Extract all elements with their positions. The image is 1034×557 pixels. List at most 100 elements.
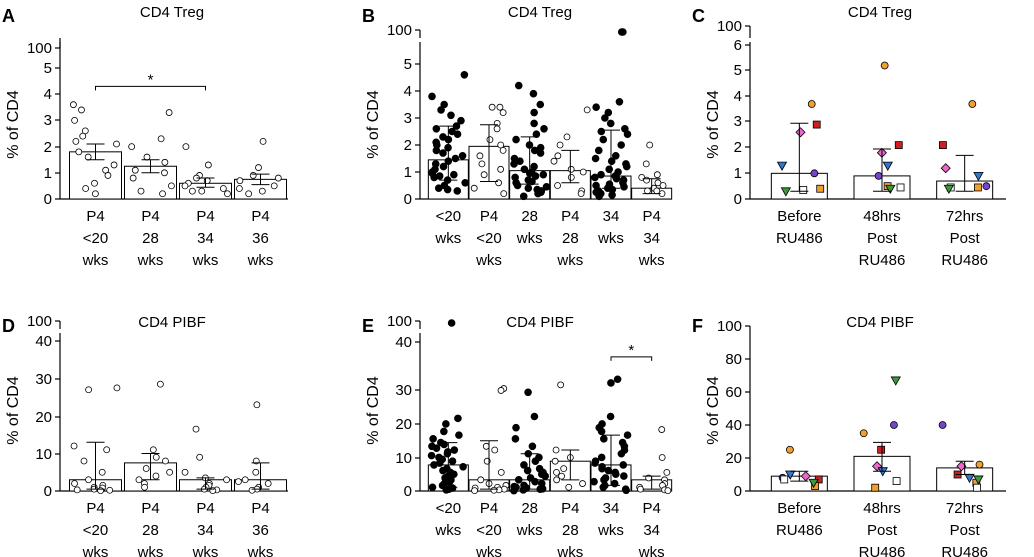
data-point — [982, 182, 991, 191]
x-tick-label: wks — [137, 252, 164, 269]
data-point — [252, 468, 260, 476]
y-tick-label: 40 — [395, 334, 412, 351]
data-point — [663, 468, 671, 476]
data-point — [434, 184, 443, 193]
data-point — [871, 483, 880, 492]
y-tick-label: 100 — [27, 313, 52, 330]
data-point — [786, 445, 794, 454]
data-point — [135, 476, 143, 484]
x-tick-label: Post — [950, 230, 981, 247]
data-point — [611, 152, 620, 160]
data-point — [104, 172, 112, 179]
data-point — [551, 457, 559, 465]
y-tick-label: 0 — [404, 191, 412, 208]
x-tick-label: 72hrs — [946, 500, 984, 517]
x-tick-label: P4 — [141, 500, 159, 517]
data-point — [604, 108, 613, 117]
data-point — [606, 119, 615, 128]
data-point — [637, 485, 644, 493]
panel-label: E — [362, 316, 374, 336]
y-tick-label: 0 — [404, 483, 412, 500]
data-point — [528, 442, 537, 451]
data-point — [646, 141, 654, 149]
data-point — [98, 468, 106, 476]
data-point — [622, 162, 631, 171]
data-point — [497, 468, 505, 476]
data-point — [536, 149, 545, 157]
data-point — [594, 146, 603, 155]
data-point — [182, 143, 190, 151]
x-tick-label: P4 — [561, 208, 579, 225]
data-point — [550, 157, 558, 165]
data-point — [973, 475, 984, 485]
data-point — [78, 106, 85, 114]
x-tick-label: 28 — [562, 522, 579, 539]
x-tick-label: 28 — [142, 522, 159, 539]
data-point — [80, 457, 88, 465]
data-point — [620, 183, 628, 191]
x-tick-label: 34 — [643, 230, 660, 247]
data-point — [162, 457, 169, 465]
x-tick-label: RU486 — [776, 522, 823, 539]
x-tick-label: P4 — [196, 500, 214, 517]
data-point — [617, 141, 625, 149]
data-point — [601, 114, 609, 122]
data-point — [270, 182, 278, 190]
x-tick-label: 34 — [643, 522, 660, 539]
y-tick-label: 3 — [44, 112, 52, 129]
x-tick-label: 48hrs — [863, 500, 901, 517]
data-point — [440, 440, 448, 449]
data-point — [658, 454, 666, 461]
data-point — [432, 146, 441, 155]
y-tick-label: 3 — [404, 110, 412, 127]
data-point — [73, 486, 81, 494]
data-point — [457, 116, 465, 125]
data-point — [129, 174, 137, 182]
data-point — [597, 170, 605, 179]
panel-title: CD4 Treg — [508, 4, 572, 21]
x-tick-label: 28 — [521, 500, 538, 517]
x-tick-label: Post — [867, 230, 898, 247]
data-point — [874, 171, 883, 180]
data-point — [459, 462, 467, 471]
data-point — [810, 169, 819, 178]
data-point — [514, 476, 523, 484]
data-point — [604, 466, 613, 475]
x-tick-label: Before — [777, 208, 821, 225]
data-point — [427, 451, 436, 460]
y-tick-label: 20 — [725, 450, 742, 467]
x-tick-label: 72hrs — [946, 208, 984, 225]
data-point — [432, 444, 441, 452]
panel-C: C CD4 Treg % of CD4 0 1 2 3 4 5 6 100 Before RU486 48… — [692, 4, 1006, 269]
data-point — [470, 184, 478, 192]
data-point — [605, 165, 614, 174]
data-point — [591, 173, 599, 182]
data-point — [780, 475, 789, 484]
data-point — [973, 183, 982, 192]
y-tick-label: 5 — [734, 62, 742, 79]
data-point — [598, 464, 606, 473]
x-tick-label: <20 — [83, 230, 108, 247]
data-point — [198, 187, 206, 195]
x-tick-label: <20 — [436, 500, 461, 517]
data-point — [968, 100, 977, 108]
data-point — [608, 191, 616, 199]
data-point — [442, 420, 450, 428]
data-point — [664, 487, 672, 495]
data-point — [894, 141, 903, 150]
data-point — [973, 483, 981, 492]
x-tick-label: <20 — [476, 522, 501, 539]
data-point — [567, 165, 575, 173]
data-point — [70, 442, 78, 450]
data-point — [943, 184, 955, 195]
data-point — [600, 435, 608, 443]
y-tick-label: 3 — [734, 113, 742, 130]
data-point — [880, 61, 889, 70]
data-point — [534, 189, 542, 198]
x-tick-label: wks — [434, 230, 461, 247]
data-point — [658, 426, 666, 433]
data-point — [103, 446, 111, 454]
data-point — [499, 109, 507, 116]
panel-label: D — [2, 316, 15, 336]
y-tick-label: 10 — [35, 446, 52, 463]
